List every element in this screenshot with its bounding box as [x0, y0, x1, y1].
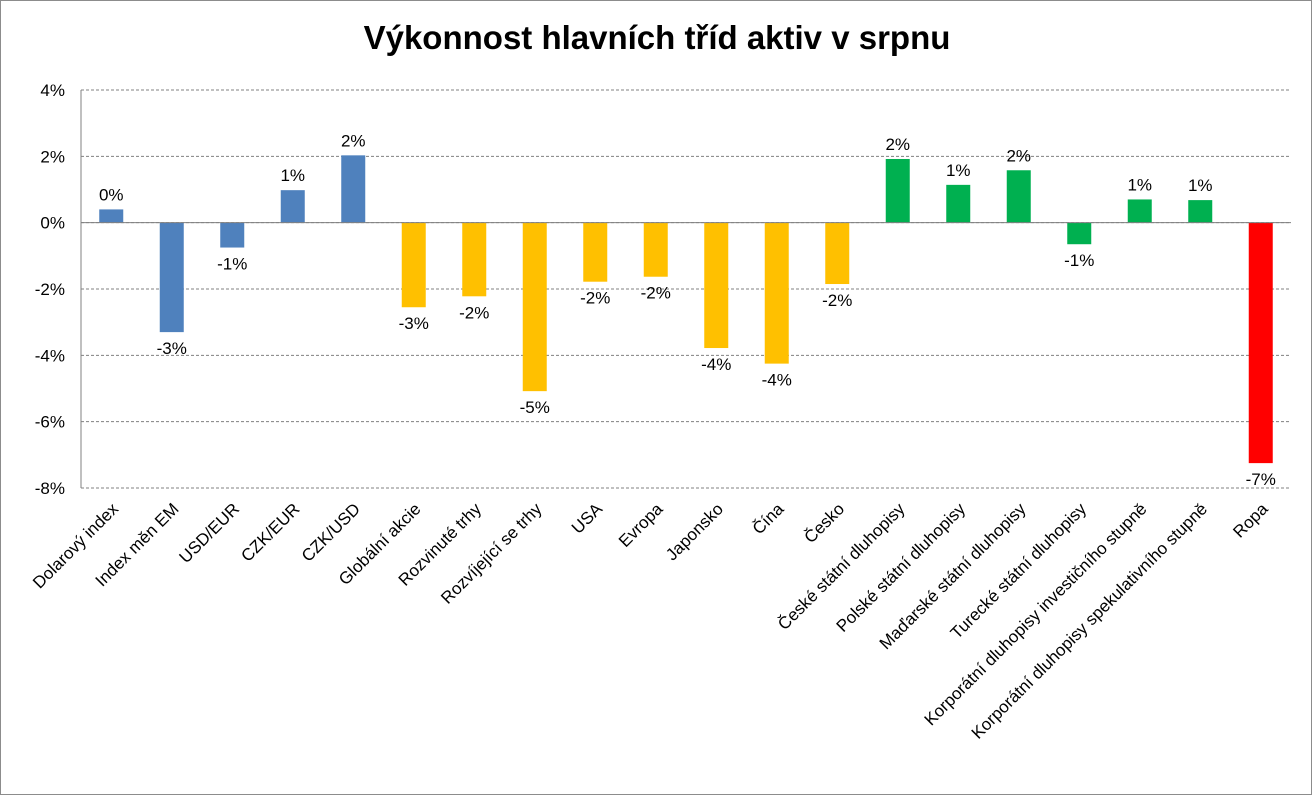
bar — [946, 184, 971, 223]
bar — [462, 222, 487, 297]
data-label: 0% — [99, 185, 124, 204]
x-tick-label: Ropa — [1229, 499, 1272, 542]
bar — [704, 222, 729, 349]
x-tick-label: USD/EUR — [176, 499, 244, 567]
bar — [764, 222, 789, 364]
x-tick-label: USA — [568, 499, 607, 538]
bar — [885, 158, 910, 223]
bar — [522, 222, 547, 392]
x-tick-label: Rozvíjející se trhy — [437, 499, 546, 608]
data-label: -1% — [1064, 251, 1094, 270]
data-label: -2% — [822, 291, 852, 310]
bar — [1006, 170, 1031, 223]
bar — [583, 222, 608, 282]
data-label: 2% — [885, 135, 910, 154]
data-label: -5% — [520, 398, 550, 417]
data-label: -1% — [217, 255, 247, 274]
bar — [825, 222, 850, 285]
bar — [1067, 222, 1092, 245]
data-label: 1% — [946, 161, 971, 180]
data-label: -2% — [459, 303, 489, 322]
bar — [159, 222, 184, 333]
data-label: -2% — [641, 284, 671, 303]
data-label: -3% — [399, 314, 429, 333]
y-tick-label: 0% — [40, 214, 65, 233]
x-tick-label: Čína — [749, 499, 788, 538]
x-tick-label: CZK/EUR — [237, 499, 303, 565]
y-tick-label: 2% — [40, 147, 65, 166]
x-tick-label: Evropa — [615, 499, 667, 551]
y-tick-label: -8% — [35, 479, 65, 498]
x-tick-label: Korporátní dluhopisy investičního stupně — [921, 499, 1151, 729]
y-tick-label: -2% — [35, 280, 65, 299]
bar — [220, 222, 245, 248]
data-label: -4% — [762, 371, 792, 390]
bar — [643, 222, 668, 277]
bar — [280, 190, 305, 223]
data-label: 2% — [1006, 146, 1031, 165]
bar — [99, 209, 124, 223]
data-label: -2% — [580, 289, 610, 308]
data-label: -7% — [1246, 470, 1276, 489]
bar — [1188, 200, 1213, 223]
data-label: 1% — [1127, 175, 1152, 194]
bar — [1127, 199, 1152, 223]
bar — [1248, 222, 1273, 464]
data-label: 1% — [280, 166, 305, 185]
y-tick-label: 4% — [40, 81, 65, 100]
bar — [401, 222, 426, 308]
y-tick-label: -6% — [35, 413, 65, 432]
data-label: 2% — [341, 131, 366, 150]
bar — [341, 155, 366, 223]
data-label: -3% — [157, 339, 187, 358]
x-tick-label: Česko — [801, 499, 849, 547]
data-label: 1% — [1188, 176, 1213, 195]
data-label: -4% — [701, 355, 731, 374]
chart-title: Výkonnost hlavních tříd aktiv v srpnu — [363, 19, 951, 56]
y-tick-label: -4% — [35, 346, 65, 365]
x-tick-label: Japonsko — [662, 499, 727, 564]
